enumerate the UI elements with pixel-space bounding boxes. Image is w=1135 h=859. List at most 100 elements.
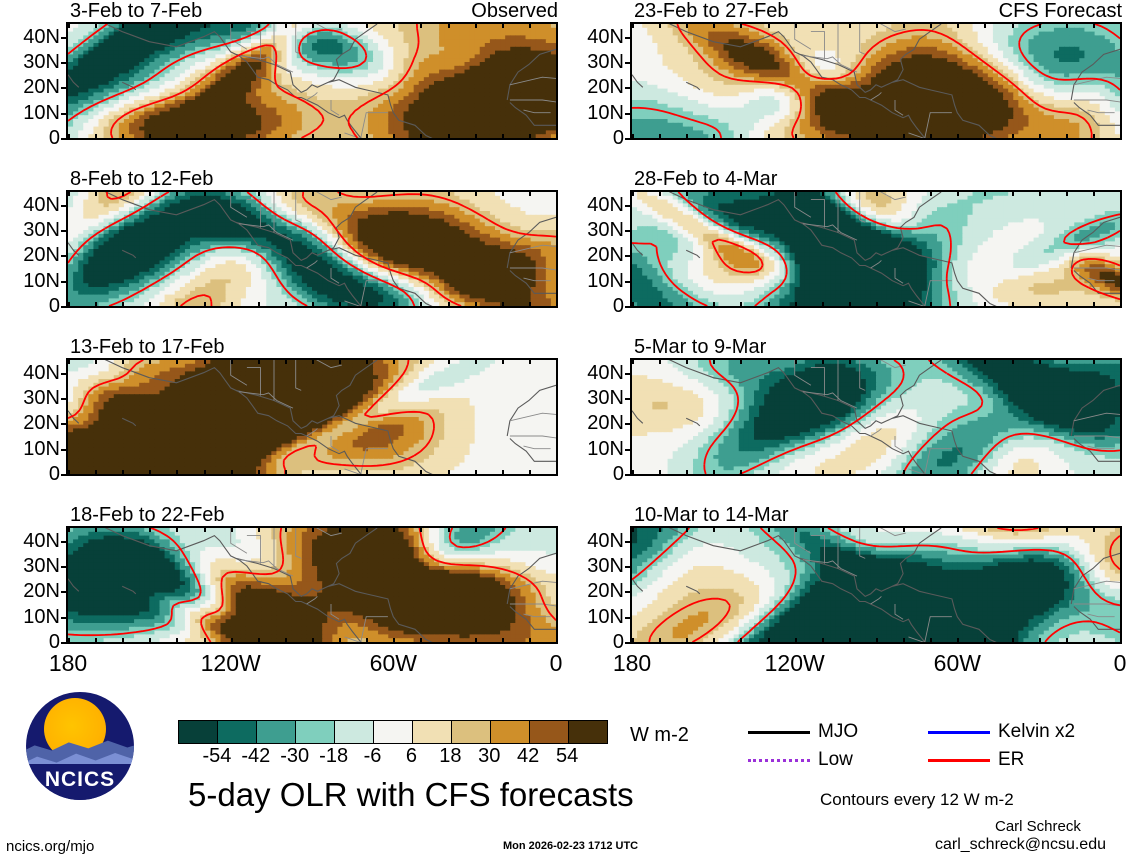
longitude-tick-mark bbox=[740, 302, 743, 308]
longitude-tick-mark bbox=[284, 358, 287, 364]
latitude-tick-label: 20N bbox=[0, 77, 60, 97]
longitude-tick-mark bbox=[176, 358, 179, 364]
longitude-tick-mark bbox=[447, 190, 450, 196]
colorbar-tick-label: -18 bbox=[304, 746, 364, 766]
longitude-tick-mark bbox=[393, 134, 396, 140]
er-contour-negative bbox=[632, 24, 1120, 138]
author-email[interactable]: carl_schreck@ncsu.edu bbox=[935, 836, 1106, 854]
longitude-tick-mark bbox=[447, 358, 450, 364]
longitude-tick-label: 120W bbox=[745, 652, 845, 675]
latitude-tick-mark bbox=[625, 62, 631, 64]
longitude-tick-mark bbox=[984, 134, 987, 140]
latitude-tick-label: 0 bbox=[564, 128, 624, 148]
longitude-tick-mark bbox=[284, 134, 287, 140]
column-header: CFS Forecast bbox=[962, 1, 1122, 21]
author-name: Carl Schreck bbox=[995, 818, 1081, 835]
longitude-tick-mark bbox=[528, 302, 531, 308]
latitude-tick-label: 0 bbox=[0, 128, 60, 148]
longitude-tick-mark bbox=[1092, 470, 1095, 476]
longitude-tick-mark bbox=[659, 638, 662, 644]
latitude-tick-label: 10N bbox=[564, 439, 624, 459]
latitude-tick-label: 10N bbox=[564, 607, 624, 627]
latitude-tick-label: 40N bbox=[564, 27, 624, 47]
er-contour-positive bbox=[200, 528, 556, 642]
er-contour-positive bbox=[648, 528, 1120, 642]
longitude-tick-mark bbox=[312, 134, 314, 140]
colorbar-swatch bbox=[217, 721, 256, 743]
longitude-tick-mark bbox=[767, 638, 770, 644]
longitude-tick-mark bbox=[393, 302, 396, 308]
longitude-tick-mark bbox=[312, 526, 314, 532]
olr-anomaly-shading bbox=[632, 528, 1120, 642]
colorbar-swatch bbox=[334, 721, 373, 743]
longitude-tick-mark bbox=[659, 302, 662, 308]
longitude-tick-mark bbox=[903, 22, 906, 28]
longitude-tick-mark bbox=[203, 526, 206, 532]
longitude-tick-label: 180 bbox=[18, 652, 118, 675]
latitude-tick-label: 30N bbox=[564, 556, 624, 576]
latitude-tick-mark bbox=[61, 87, 67, 90]
longitude-tick-mark bbox=[903, 134, 906, 140]
longitude-tick-mark bbox=[821, 526, 824, 532]
longitude-tick-mark bbox=[632, 526, 634, 532]
colorbar-swatch bbox=[412, 721, 451, 743]
longitude-tick-mark bbox=[284, 526, 287, 532]
longitude-tick-mark bbox=[686, 302, 689, 308]
site-url[interactable]: ncics.org/mjo bbox=[6, 838, 94, 855]
longitude-tick-mark bbox=[447, 638, 450, 644]
latitude-tick-label: 40N bbox=[0, 363, 60, 383]
panel-title: 8-Feb to 12-Feb bbox=[70, 169, 213, 189]
longitude-tick-label: 60W bbox=[907, 652, 1007, 675]
longitude-tick-mark bbox=[176, 190, 179, 196]
longitude-tick-mark bbox=[284, 302, 287, 308]
latitude-tick-mark bbox=[61, 448, 67, 451]
er-contour-negative bbox=[68, 24, 368, 122]
longitude-tick-mark bbox=[68, 302, 70, 308]
longitude-tick-mark bbox=[848, 638, 851, 644]
longitude-tick-mark bbox=[930, 638, 933, 644]
colorbar-swatch bbox=[295, 721, 334, 743]
latitude-tick-mark bbox=[61, 62, 67, 64]
latitude-tick-mark bbox=[61, 306, 67, 308]
country-borders bbox=[794, 360, 1120, 474]
map-plot-area bbox=[630, 190, 1122, 308]
longitude-tick-mark bbox=[686, 638, 689, 644]
longitude-tick-mark bbox=[230, 638, 233, 644]
map-plot-area bbox=[66, 526, 558, 644]
latitude-tick-label: 0 bbox=[0, 632, 60, 652]
longitude-tick-mark bbox=[68, 526, 70, 532]
longitude-tick-mark bbox=[903, 302, 906, 308]
map-plot-area bbox=[66, 190, 558, 308]
longitude-tick-mark bbox=[257, 358, 260, 364]
longitude-tick-mark bbox=[984, 526, 987, 532]
latitude-tick-label: 10N bbox=[0, 607, 60, 627]
longitude-tick-mark bbox=[528, 22, 531, 28]
contour-interval-note: Contours every 12 W m-2 bbox=[820, 790, 1014, 810]
longitude-tick-mark bbox=[149, 526, 152, 532]
longitude-tick-mark bbox=[1011, 526, 1014, 532]
coastlines bbox=[68, 360, 556, 474]
longitude-tick-mark bbox=[1038, 302, 1041, 308]
longitude-tick-mark bbox=[284, 470, 287, 476]
longitude-tick-mark bbox=[632, 470, 634, 476]
map-plot-area bbox=[66, 358, 558, 476]
longitude-tick-mark bbox=[957, 22, 960, 28]
longitude-tick-mark bbox=[632, 190, 634, 196]
longitude-tick-mark bbox=[176, 470, 179, 476]
longitude-tick-mark bbox=[794, 22, 797, 28]
longitude-tick-mark bbox=[1092, 302, 1095, 308]
longitude-tick-mark bbox=[848, 134, 851, 140]
longitude-tick-mark bbox=[366, 358, 369, 364]
latitude-tick-mark bbox=[625, 423, 631, 426]
longitude-tick-mark bbox=[474, 190, 477, 196]
longitude-tick-mark bbox=[1065, 526, 1068, 532]
longitude-tick-mark bbox=[1120, 190, 1122, 196]
longitude-tick-mark bbox=[659, 22, 662, 28]
longitude-tick-mark bbox=[230, 134, 233, 140]
longitude-tick-mark bbox=[176, 22, 179, 28]
longitude-tick-mark bbox=[1120, 134, 1122, 140]
longitude-tick-mark bbox=[1092, 638, 1095, 644]
longitude-tick-mark bbox=[903, 358, 906, 364]
colorbar-tick-label: 6 bbox=[381, 746, 441, 766]
longitude-tick-mark bbox=[203, 638, 206, 644]
